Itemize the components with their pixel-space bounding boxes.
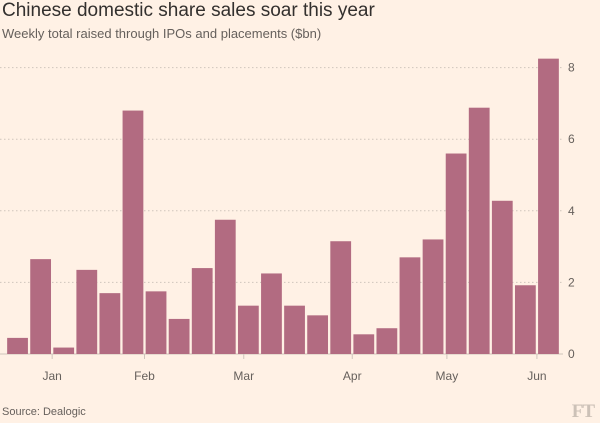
x-tick-label-may: May [436, 369, 459, 383]
bar-10 [237, 305, 259, 354]
bar-9 [214, 219, 236, 354]
y-axis-ticks: 0 2 4 6 8 [568, 61, 575, 361]
bar-5 [122, 110, 144, 354]
bar-7 [168, 318, 190, 354]
y-tick-label-0: 0 [568, 347, 575, 361]
bar-14 [330, 241, 352, 354]
bar-23 [538, 58, 559, 355]
bar-4 [99, 293, 121, 354]
y-tick-label-2: 4 [568, 204, 575, 218]
bar-6 [145, 291, 167, 354]
y-tick-label-1: 2 [568, 275, 575, 289]
bar-3 [76, 269, 98, 354]
x-tick-label-apr: Apr [343, 369, 362, 383]
y-tick-label-3: 6 [568, 132, 575, 146]
x-tick-label-mar: Mar [233, 369, 254, 383]
bar-12 [284, 305, 305, 354]
bar-11 [261, 273, 282, 354]
bars [7, 58, 559, 355]
y-tick-label-4: 8 [568, 61, 575, 75]
bar-22 [514, 285, 536, 354]
bar-18 [422, 239, 444, 354]
x-axis-ticks: Jan Feb Mar Apr May Jun [42, 354, 547, 383]
bar-20 [468, 107, 490, 354]
x-tick-label-feb: Feb [134, 369, 155, 383]
bar-8 [191, 268, 213, 354]
bar-21 [491, 200, 513, 354]
ft-logo: FT [571, 401, 595, 422]
bar-0 [7, 337, 28, 354]
bar-13 [307, 315, 329, 354]
bar-2 [53, 347, 75, 354]
bar-16 [376, 328, 398, 354]
source-note: Source: Dealogic [2, 406, 86, 418]
x-tick-label-jan: Jan [42, 369, 61, 383]
bar-1 [30, 259, 52, 354]
chart-title: Chinese domestic share sales soar this y… [2, 0, 375, 21]
bar-17 [399, 257, 421, 354]
chart-subtitle: Weekly total raised through IPOs and pla… [2, 26, 322, 41]
x-tick-label-jun: Jun [527, 369, 546, 383]
bar-15 [353, 334, 375, 354]
bar-19 [445, 153, 467, 354]
